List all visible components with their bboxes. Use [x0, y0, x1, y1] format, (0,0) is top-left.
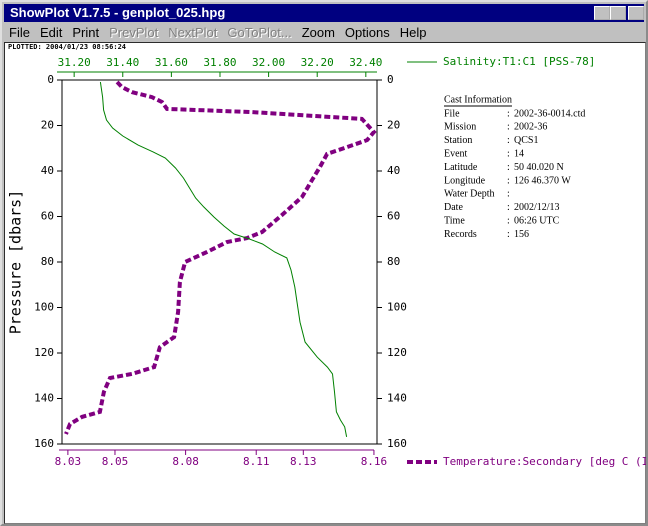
y-axis-label: Pressure [dbars]	[7, 190, 25, 335]
x2-tick-label: 31.20	[58, 56, 91, 69]
menu-item: PrevPlot	[109, 25, 159, 40]
minimize-button[interactable]	[594, 6, 610, 20]
menu-item[interactable]: Print	[72, 25, 100, 40]
x-tick-label: 8.08	[172, 455, 199, 468]
menu-item: GoToPlot...	[227, 25, 292, 40]
x2-tick-label: 31.80	[203, 56, 236, 69]
cast-info-value: 06:26 UTC	[514, 215, 560, 226]
cast-info-value: QCS1	[514, 135, 538, 146]
cast-info-value: 126 46.370 W	[514, 175, 571, 186]
plot-frame	[61, 79, 378, 445]
timestamp: PLOTTED: 2004/01/23 08:56:24	[8, 43, 126, 51]
y-tick-label: 60	[387, 210, 400, 223]
menu-bar: File Edit Print PrevPlot NextPlot GoToPlot...…	[4, 24, 431, 42]
cast-info-sep: :	[507, 202, 510, 213]
cast-info-label: File	[444, 108, 460, 119]
x-tick-label: 8.16	[361, 455, 388, 468]
maximize-button[interactable]	[610, 6, 626, 20]
x-tick-label: 8.13	[290, 455, 317, 468]
y-tick-label: 0	[47, 73, 54, 86]
cast-info-value: 2002-36	[514, 122, 547, 133]
cast-info-sep: :	[507, 229, 510, 240]
cast-info-sep: :	[507, 162, 510, 173]
cast-info-value: 14	[514, 148, 524, 159]
cast-info-value: 2002/12/13	[514, 202, 560, 213]
y-tick-label: 140	[387, 392, 407, 405]
y-tick-label: 160	[387, 437, 407, 450]
y-tick-label: 20	[387, 119, 400, 132]
x-tick-label: 8.03	[55, 455, 82, 468]
series-line	[64, 80, 377, 435]
cast-info-value: 2002-36-0014.ctd	[514, 108, 585, 119]
cast-info-label: Longitude	[444, 175, 486, 186]
x2-tick-label: 32.40	[349, 56, 382, 69]
cast-info-label: Station	[444, 135, 472, 146]
x2-tick-label: 31.60	[155, 56, 188, 69]
y-tick-label: 160	[34, 437, 54, 450]
y-tick-label: 140	[34, 392, 54, 405]
cast-info-sep: :	[507, 122, 510, 133]
menu-item[interactable]: File	[9, 25, 30, 40]
x2-tick-label: 32.20	[301, 56, 334, 69]
y-tick-label: 40	[41, 164, 54, 177]
x2-tick-label: 32.00	[252, 56, 285, 69]
legend-label: Temperature:Secondary [deg C (ITS90)]	[443, 455, 648, 468]
menu-item[interactable]: Help	[399, 25, 427, 40]
menu-item[interactable]: Edit	[39, 25, 63, 40]
cast-info-label: Date	[444, 202, 463, 213]
title-bar: ShowPlot V1.7.5 - genplot_025.hpg	[4, 4, 644, 22]
menu-item[interactable]: Zoom	[301, 25, 335, 40]
x-tick-label: 8.11	[243, 455, 270, 468]
legend-label: Salinity:T1:C1 [PSS-78]	[443, 55, 595, 68]
y-tick-label: 80	[387, 255, 400, 268]
x2-tick-label: 31.40	[106, 56, 139, 69]
y-tick-label: 80	[41, 255, 54, 268]
cast-info-label: Records	[444, 229, 477, 240]
window-title: ShowPlot V1.7.5 - genplot_025.hpg	[10, 5, 226, 20]
cast-info-sep: :	[507, 108, 510, 119]
cast-info-value: 156	[514, 229, 529, 240]
cast-info-label: Water Depth	[444, 189, 495, 200]
y-tick-label: 20	[41, 119, 54, 132]
y-tick-label: 120	[34, 346, 54, 359]
close-button[interactable]	[628, 6, 644, 20]
menu-item[interactable]: Options	[344, 25, 390, 40]
cast-info-sep: :	[507, 148, 510, 159]
series-line	[99, 81, 348, 437]
cast-info-label: Event	[444, 148, 468, 159]
cast-info-value: 50 40.020 N	[514, 162, 564, 173]
y-tick-label: 60	[41, 210, 54, 223]
cast-info-label: Mission	[444, 122, 476, 133]
cast-info-label: Latitude	[444, 162, 478, 173]
x-tick-label: 8.05	[102, 455, 129, 468]
cast-info-sep: :	[507, 135, 510, 146]
y-tick-label: 40	[387, 164, 400, 177]
cast-info-sep: :	[507, 189, 510, 200]
cast-info-label: Time	[444, 215, 465, 226]
cast-info-title: Cast Information	[444, 94, 512, 105]
menu-item: NextPlot	[168, 25, 218, 40]
cast-info-sep: :	[507, 175, 510, 186]
y-tick-label: 120	[387, 346, 407, 359]
y-tick-label: 0	[387, 73, 394, 86]
y-tick-label: 100	[387, 301, 407, 314]
cast-info-sep: :	[507, 215, 510, 226]
y-tick-label: 100	[34, 301, 54, 314]
